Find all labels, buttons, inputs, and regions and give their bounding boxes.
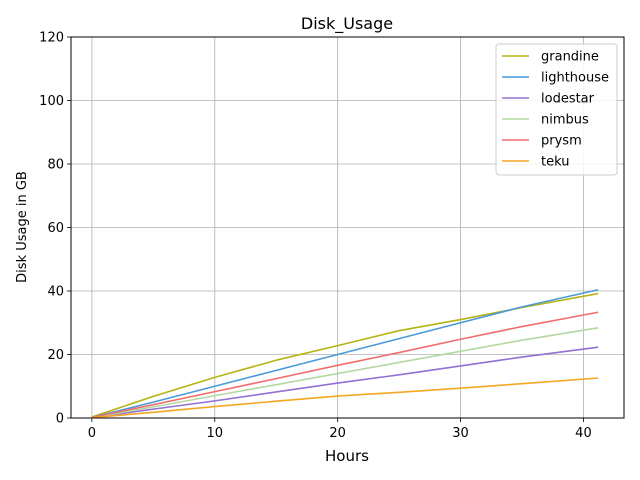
y-tick-label: 40 (47, 285, 64, 300)
legend-label-prysm: prysm (541, 134, 582, 149)
y-tick-label: 0 (56, 412, 64, 427)
y-tick-label: 120 (39, 31, 64, 46)
x-tick-label: 30 (452, 426, 469, 441)
series-line-lighthouse (91, 288, 599, 419)
x-axis-ticks: 0 10 20 30 40 (88, 418, 592, 441)
y-axis-ticks: 0 20 40 60 80 100 120 (39, 31, 71, 427)
chart-title: Disk_Usage (301, 14, 393, 34)
x-tick-label: 40 (575, 426, 592, 441)
series-line-teku (91, 377, 599, 419)
x-axis-label: Hours (325, 447, 369, 465)
y-tick-label: 80 (47, 158, 64, 173)
x-tick-label: 10 (207, 426, 224, 441)
legend: grandine lighthouse lodestar nimbus prysm tek… (495, 43, 618, 176)
series-line-lodestar (91, 346, 599, 419)
series-line-prysm (91, 311, 599, 419)
y-axis-label: Disk Usage in GB (15, 171, 30, 283)
x-tick-label: 0 (88, 426, 96, 441)
series-line-nimbus (91, 327, 599, 419)
legend-label-nimbus: nimbus (541, 113, 589, 128)
legend-label-teku: teku (541, 155, 569, 170)
series-lines (91, 288, 599, 419)
legend-label-lighthouse: lighthouse (541, 71, 609, 86)
legend-label-grandine: grandine (541, 50, 599, 65)
legend-label-lodestar: lodestar (541, 92, 595, 107)
y-tick-label: 100 (39, 94, 64, 109)
y-tick-label: 20 (47, 348, 64, 363)
y-tick-label: 60 (47, 221, 64, 236)
x-tick-label: 20 (329, 426, 346, 441)
